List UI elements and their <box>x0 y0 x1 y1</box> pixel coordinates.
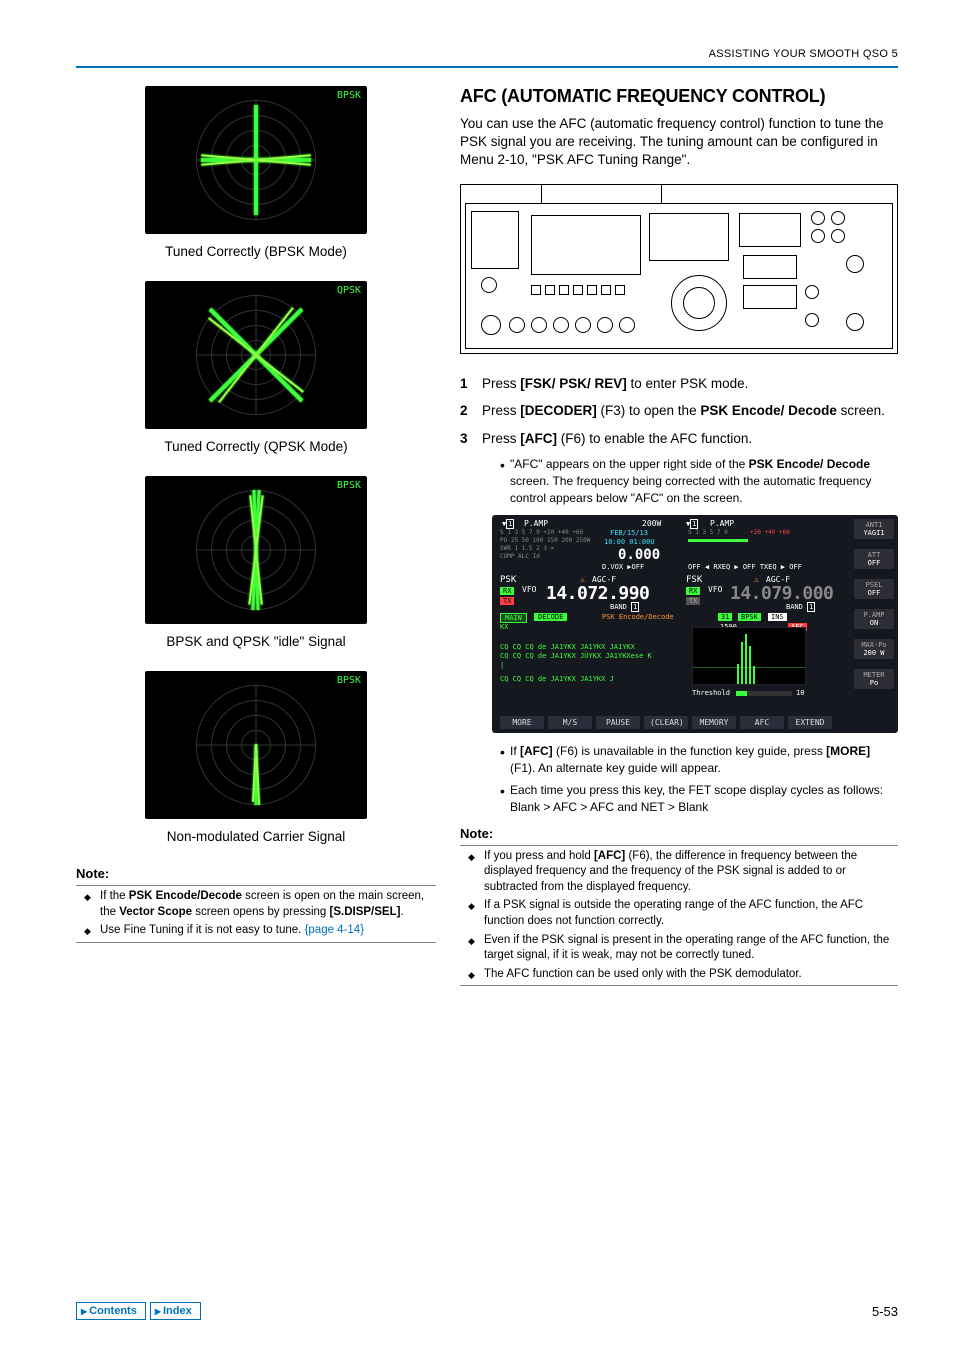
after-screen-bullets: If [AFC] (F6) is unavailable in the func… <box>460 743 898 816</box>
page-number: 5-53 <box>872 1304 898 1319</box>
screen-function-button: EXTEND <box>788 716 832 729</box>
scope-mode-label: BPSK <box>337 480 361 491</box>
section-title: AFC (AUTOMATIC FREQUENCY CONTROL) <box>460 86 898 107</box>
screen-side-button: ATTOFF <box>854 549 894 569</box>
vector-scope-display: BPSK <box>145 86 367 234</box>
screen-side-button: PSELOFF <box>854 579 894 599</box>
scope-caption: Tuned Correctly (QPSK Mode) <box>76 439 436 454</box>
vector-scope-display: BPSK <box>145 671 367 819</box>
screen-function-button: MORE <box>500 716 544 729</box>
note-rule <box>460 985 898 986</box>
scope-mode-label: BPSK <box>337 90 361 101</box>
note-rule <box>76 942 436 943</box>
sub-bullet: If [AFC] (F6) is unavailable in the func… <box>500 743 898 777</box>
sub-bullet: "AFC" appears on the upper right side of… <box>500 456 898 506</box>
scope-caption: Non-modulated Carrier Signal <box>76 829 436 844</box>
scope-mode-label: BPSK <box>337 675 361 686</box>
scope-caption: Tuned Correctly (BPSK Mode) <box>76 244 436 259</box>
header-rule <box>76 66 898 68</box>
screen-side-button: P.AMPON <box>854 609 894 629</box>
screen-function-button: AFC <box>740 716 784 729</box>
screen-function-button: PAUSE <box>596 716 640 729</box>
note-item: The AFC function can be used only with t… <box>474 967 898 983</box>
contents-button[interactable]: Contents <box>76 1302 146 1320</box>
instruction-step: 1Press [FSK/ PSK/ REV] to enter PSK mode… <box>460 374 898 394</box>
sub-bullet: Each time you press this key, the FET sc… <box>500 782 898 816</box>
screen-function-button: M/S <box>548 716 592 729</box>
transceiver-diagram <box>460 184 898 354</box>
instruction-step: 3Press [AFC] (F6) to enable the AFC func… <box>460 429 898 449</box>
vector-scope-display: QPSK <box>145 281 367 429</box>
instruction-steps: 1Press [FSK/ PSK/ REV] to enter PSK mode… <box>460 374 898 449</box>
index-button[interactable]: Index <box>150 1302 201 1320</box>
screen-function-button: (CLEAR) <box>644 716 688 729</box>
note-rule <box>76 885 436 886</box>
note-item: If the PSK Encode/Decode screen is open … <box>90 889 436 920</box>
screen-side-button: METERPo <box>854 669 894 689</box>
page-header: ASSISTING YOUR SMOOTH QSO 5 <box>76 48 898 60</box>
screen-side-button: ANT1YAGI1 <box>854 519 894 539</box>
note-heading: Note: <box>76 866 436 881</box>
right-note-block: Note: If you press and hold [AFC] (F6), … <box>460 826 898 986</box>
left-note-block: Note: If the PSK Encode/Decode screen is… <box>76 866 436 943</box>
right-column: AFC (AUTOMATIC FREQUENCY CONTROL) You ca… <box>460 86 898 988</box>
note-item: If a PSK signal is outside the operating… <box>474 898 898 929</box>
note-item: Even if the PSK signal is present in the… <box>474 933 898 964</box>
note-rule <box>460 845 898 846</box>
vector-scope-display: BPSK <box>145 476 367 624</box>
note-item: Use Fine Tuning if it is not easy to tun… <box>90 923 436 939</box>
radio-screen-capture: ▼1 P.AMP 200W ▼1 P.AMP FEB/15/13 10:00 0… <box>492 515 898 733</box>
note-item: If you press and hold [AFC] (F6), the di… <box>474 849 898 896</box>
note-heading: Note: <box>460 826 898 841</box>
intro-paragraph: You can use the AFC (automatic frequency… <box>460 115 898 170</box>
left-column: BPSK Tuned Correctly (BPSK Mode) QPSK Tuned… <box>76 86 436 988</box>
screen-function-button: MEMORY <box>692 716 736 729</box>
step3-sub-bullets: "AFC" appears on the upper right side of… <box>460 456 898 506</box>
scope-mode-label: QPSK <box>337 285 361 296</box>
page-footer: Contents Index 5-53 <box>76 1302 898 1320</box>
screen-side-button: MAX-Po200 W <box>854 639 894 659</box>
instruction-step: 2Press [DECODER] (F3) to open the PSK En… <box>460 401 898 421</box>
scope-caption: BPSK and QPSK "idle" Signal <box>76 634 436 649</box>
